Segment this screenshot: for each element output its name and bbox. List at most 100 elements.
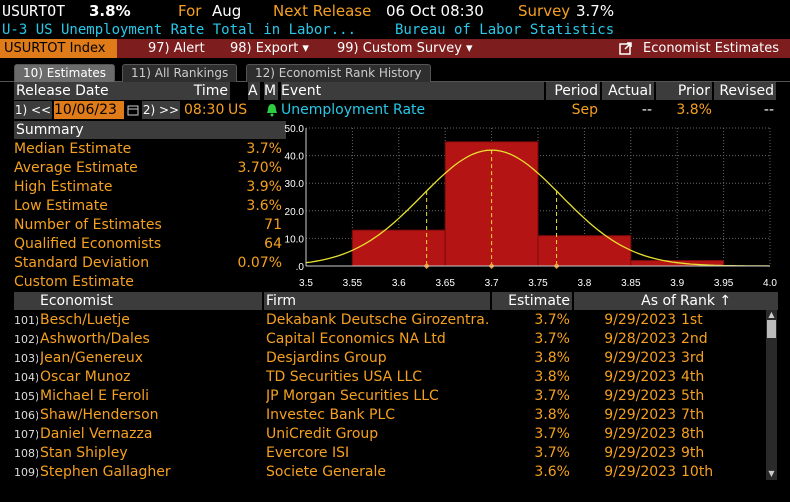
summary-label: Median Estimate xyxy=(14,141,132,157)
firm-name[interactable]: Investec Bank PLC xyxy=(266,407,396,423)
x-tick-label: 3.55 xyxy=(343,278,363,289)
table-row[interactable]: 105) Michael E Feroli JP Morgan Securities… xyxy=(0,387,778,406)
y-tick-label: 40.0 xyxy=(285,152,305,163)
col-actual: Actual xyxy=(602,82,654,100)
firm-name[interactable]: UniCredit Group xyxy=(266,426,379,442)
firm-name[interactable]: Desjardins Group xyxy=(266,350,387,366)
release-country: US xyxy=(228,102,248,118)
x-tick-label: 3.95 xyxy=(714,278,734,289)
tab-all-rankings[interactable]: 11) All Rankings xyxy=(122,64,238,82)
summary-label: Custom Estimate xyxy=(14,274,134,290)
y-tick-label: 10.0 xyxy=(285,234,305,245)
table-row[interactable]: 106) Shaw/Henderson Investec Bank PLC 3.8% 9… xyxy=(0,406,778,425)
economist-name[interactable]: Besch/Luetje xyxy=(40,312,130,328)
export-button[interactable]: 98) Export ▾ xyxy=(230,41,309,56)
table-row[interactable]: 101) Besch/Luetje Dekabank Deutsche Giroze… xyxy=(0,311,778,330)
col-as-of[interactable]: As of xyxy=(574,292,678,310)
col-release-date: Release Date xyxy=(14,82,184,100)
tab-economist-rank-history[interactable]: 12) Economist Rank History xyxy=(246,64,431,82)
next-release-label: Next Release xyxy=(273,2,372,20)
row-number: 107) xyxy=(14,428,38,441)
release-period: Sep xyxy=(571,102,598,118)
ticker-label: USURTOT xyxy=(2,2,66,20)
y-tick-label: 20.0 xyxy=(285,207,305,218)
summary-label: Qualified Economists xyxy=(14,236,162,252)
firm-name[interactable]: Capital Economics NA Ltd xyxy=(266,331,446,347)
scroll-down-icon[interactable]: ▼ xyxy=(768,469,775,478)
estimate-value: 3.7% xyxy=(534,312,570,328)
estimates-histogram: 50.0 40.0 30.0 20.0 10.0 .0 3.5 3.55 3.6 3.65 3.7 3… xyxy=(285,124,778,289)
calendar-icon[interactable] xyxy=(126,101,140,119)
release-event[interactable]: Unemployment Rate xyxy=(281,102,426,118)
histogram-bar xyxy=(351,229,446,267)
alert-button[interactable]: 97) Alert xyxy=(148,41,205,56)
rank-value: 10th xyxy=(681,464,714,480)
bell-icon[interactable] xyxy=(266,101,280,119)
for-value: Aug xyxy=(212,2,242,20)
summary-title: Summary xyxy=(14,121,286,139)
tab-estimates[interactable]: 10) Estimates xyxy=(14,64,116,82)
economist-name[interactable]: Ashworth/Dales xyxy=(40,331,150,347)
table-row[interactable]: 102) Ashworth/Dales Capital Economics NA L… xyxy=(0,330,778,349)
row-number: 101) xyxy=(14,314,38,327)
summary-label: Low Estimate xyxy=(14,198,108,214)
economist-estimates-label: Economist Estimates xyxy=(643,41,779,56)
economist-name[interactable]: Shaw/Henderson xyxy=(40,407,159,423)
index-security-button[interactable]: USURTOT Index xyxy=(0,39,117,58)
table-row[interactable]: 107) Daniel Vernazza UniCredit Group 3.7% 9/… xyxy=(0,425,778,444)
economist-name[interactable]: Oscar Munoz xyxy=(40,369,131,385)
col-estimate[interactable]: Estimate xyxy=(492,292,572,310)
external-link-icon xyxy=(619,42,632,55)
economist-name[interactable]: Stan Shipley xyxy=(40,445,128,461)
firm-name[interactable]: Societe Generale xyxy=(266,464,386,480)
prev-release-button[interactable]: 1) << xyxy=(14,101,52,119)
x-tick-label: 3.65 xyxy=(435,278,455,289)
x-tick-label: 3.8 xyxy=(577,278,591,289)
y-tick-label: 50.0 xyxy=(285,124,305,135)
x-tick-label: 3.5 xyxy=(299,278,313,289)
col-economist[interactable]: Economist xyxy=(14,292,262,310)
release-date-input[interactable]: 10/06/23 xyxy=(54,101,124,119)
menu-bar: USURTOT Index 97) Alert 98) Export ▾ 99)… xyxy=(0,39,790,58)
x-tick-label: 3.6 xyxy=(392,278,406,289)
series-description: U-3 US Unemployment Rate Total in Labor.… xyxy=(2,22,357,38)
row-number: 109) xyxy=(14,466,38,479)
table-row[interactable]: 108) Stan Shipley Evercore ISI 3.7% 9/29/202… xyxy=(0,444,778,463)
current-value: 3.8% xyxy=(89,2,131,20)
economist-name[interactable]: Michael E Feroli xyxy=(40,388,150,404)
custom-survey-button[interactable]: 99) Custom Survey ▾ xyxy=(337,41,473,56)
firm-name[interactable]: TD Securities USA LLC xyxy=(266,369,423,385)
rank-value: 9th xyxy=(681,445,705,461)
col-period: Period xyxy=(546,82,600,100)
y-tick-label: .0 xyxy=(296,262,305,273)
table-row[interactable]: 109) Stephen Gallagher Societe Generale 3.6… xyxy=(0,463,778,482)
for-label: For xyxy=(178,2,202,20)
economist-name[interactable]: Daniel Vernazza xyxy=(40,426,153,442)
table-row[interactable]: 104) Oscar Munoz TD Securities USA LLC 3.8%… xyxy=(0,368,778,387)
table-row[interactable]: 103) Jean/Genereux Desjardins Group 3.8% 9/2… xyxy=(0,349,778,368)
scrollbar-thumb[interactable] xyxy=(767,320,776,338)
col-firm[interactable]: Firm xyxy=(264,292,490,310)
rank-value: 1st xyxy=(681,312,703,328)
release-time: 08:30 xyxy=(184,102,225,118)
summary-label: Standard Deviation xyxy=(14,255,150,271)
firm-name[interactable]: JP Morgan Securities LLC xyxy=(266,388,439,404)
rank-value: 3rd xyxy=(681,350,705,366)
estimate-value: 3.8% xyxy=(534,350,570,366)
firm-name[interactable]: Evercore ISI xyxy=(266,445,350,461)
firm-name[interactable]: Dekabank Deutsche Girozentra... xyxy=(266,312,488,328)
summary-label: High Estimate xyxy=(14,179,113,195)
rank-value: 8th xyxy=(681,426,705,442)
scroll-up-icon[interactable]: ▲ xyxy=(768,310,775,319)
summary-label: Number of Estimates xyxy=(14,217,162,233)
col-rank[interactable]: Rank ↑ xyxy=(678,292,778,310)
summary-value[interactable] xyxy=(210,273,282,292)
scrollbar[interactable]: ▲ ▼ xyxy=(766,310,777,480)
as-of-date: 9/29/2023 xyxy=(604,388,676,404)
as-of-date: 9/29/2023 xyxy=(604,350,676,366)
economist-name[interactable]: Stephen Gallagher xyxy=(40,464,171,480)
summary-value: 3.7% xyxy=(246,141,282,157)
col-time: Time xyxy=(184,82,230,100)
economist-name[interactable]: Jean/Genereux xyxy=(40,350,144,366)
next-release-button[interactable]: 2) >> xyxy=(142,101,180,119)
